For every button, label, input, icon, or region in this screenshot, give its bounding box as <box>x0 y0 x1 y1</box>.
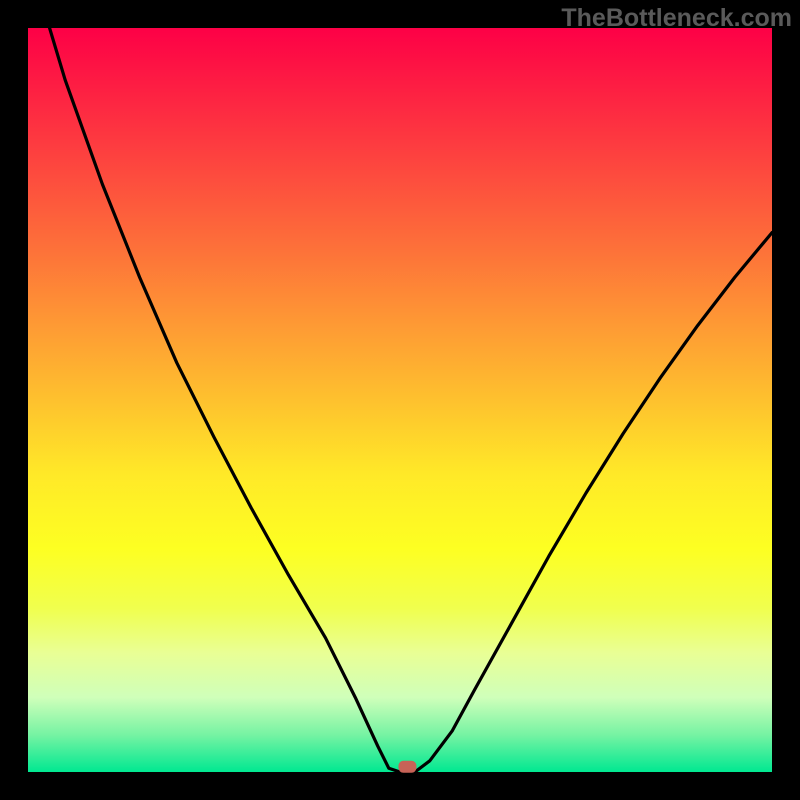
chart-canvas: TheBottleneck.com <box>0 0 800 800</box>
watermark-text: TheBottleneck.com <box>561 4 792 33</box>
plot-background <box>28 28 772 772</box>
optimal-point-marker <box>398 761 416 773</box>
chart-svg <box>0 0 800 800</box>
